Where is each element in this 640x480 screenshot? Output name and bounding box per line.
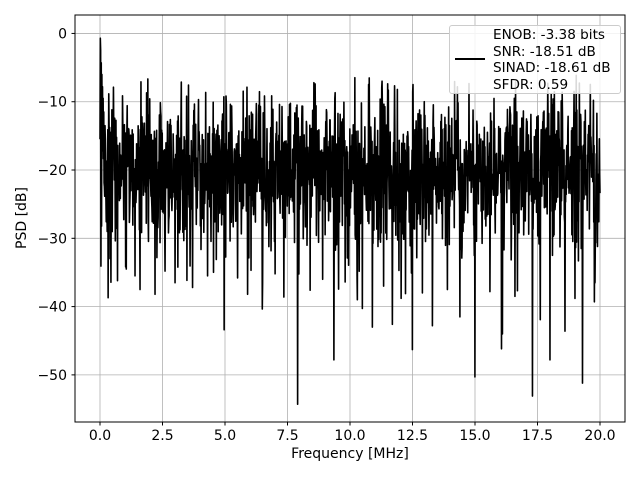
x-tick-label: 2.5 — [151, 428, 173, 444]
y-tick-label: −30 — [37, 231, 67, 247]
tick-marks — [71, 32, 601, 426]
x-tick-label: 0.0 — [89, 428, 111, 444]
x-tick-label: 17.5 — [522, 428, 553, 444]
y-tick-label: 0 — [58, 26, 67, 42]
y-tick-label: −10 — [37, 95, 67, 111]
x-tick-label: 5.0 — [214, 428, 236, 444]
x-tick-label: 7.5 — [276, 428, 298, 444]
y-tick-label: −20 — [37, 163, 67, 179]
tick-labels: 0.0 2.5 5.0 7.5 10.0 12.5 15.0 17.5 20.0 0 −10 −20 −… — [37, 26, 615, 444]
legend-entries: ENOB: -3.38 bits SNR: -18.51 dB SINAD: -… — [493, 27, 616, 93]
x-tick-label: 12.5 — [397, 428, 428, 444]
legend-entry-snr: SNR: -18.51 dB — [493, 43, 596, 60]
legend-entry-sinad: SINAD: -18.61 dB — [493, 60, 611, 76]
y-tick-label: −40 — [37, 300, 67, 316]
x-tick-label: 15.0 — [459, 428, 490, 444]
y-tick-label: −50 — [37, 368, 67, 384]
x-tick-label: 20.0 — [584, 428, 615, 444]
legend-entry-sfdr: SFDR: 0.59 — [493, 76, 569, 93]
psd-trace — [99, 37, 601, 406]
legend-line-handle — [455, 58, 485, 60]
legend: ENOB: -3.38 bits SNR: -18.51 dB SINAD: -… — [449, 25, 621, 94]
x-axis-label: Frequency [MHz] — [291, 446, 409, 462]
x-tick-label: 10.0 — [334, 428, 365, 444]
y-axis-label: PSD [dB] — [14, 187, 30, 249]
legend-entry-enob: ENOB: -3.38 bits — [493, 27, 605, 43]
